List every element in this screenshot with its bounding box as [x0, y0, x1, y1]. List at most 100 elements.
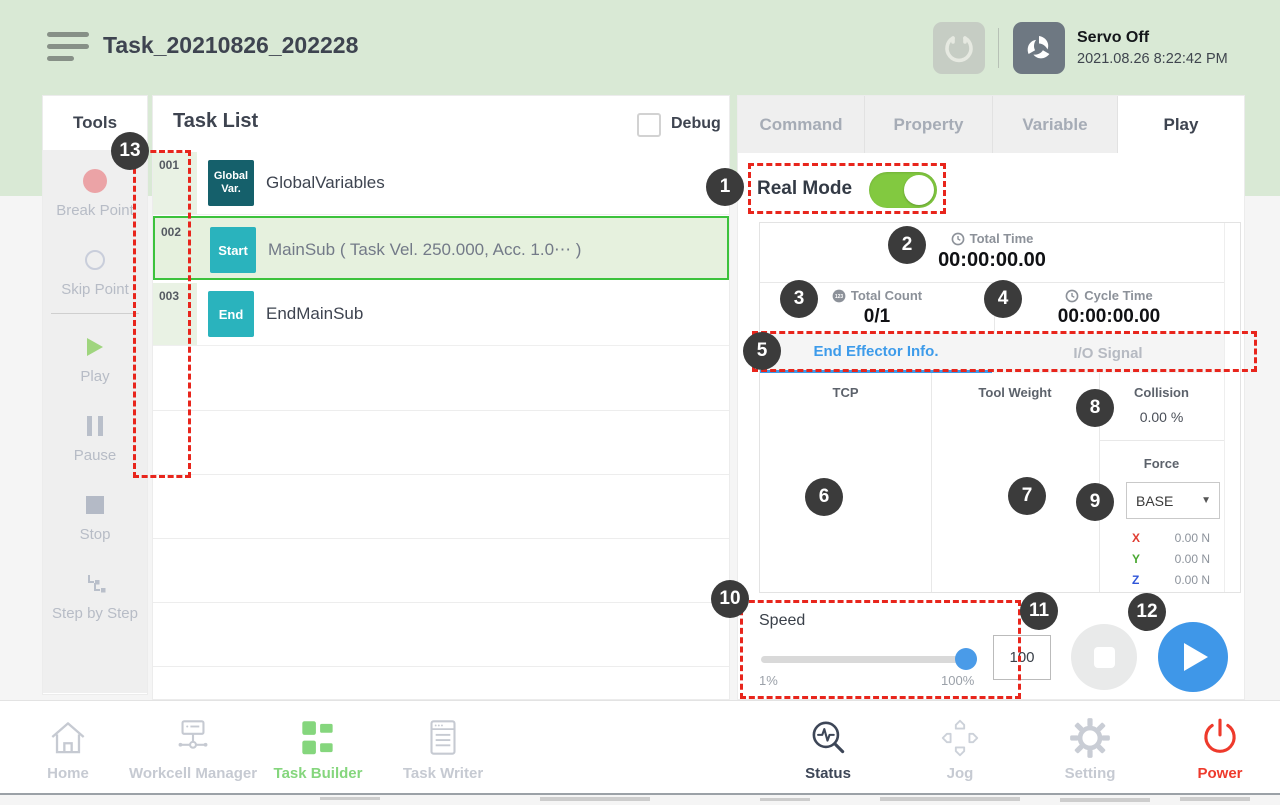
total-time-label: Total Time	[969, 231, 1034, 246]
step-by-step-button[interactable]: Step by Step	[43, 555, 147, 641]
task-row-002-selected[interactable]: 002 Start MainSub ( Task Vel. 250.000, A…	[153, 216, 729, 280]
nav-jog[interactable]: Jog	[890, 711, 1030, 782]
task-row-003[interactable]: 003 End EndMainSub	[153, 282, 729, 346]
nav-status-label: Status	[805, 765, 851, 782]
collision-force-divider	[1099, 440, 1224, 441]
debug-checkbox[interactable]	[637, 113, 661, 137]
tab-property[interactable]: Property	[865, 96, 993, 153]
speed-max-label: 100%	[941, 673, 975, 688]
header-divider	[998, 28, 999, 68]
skip-point-label: Skip Point	[61, 281, 129, 298]
skip-point-button[interactable]: Skip Point	[43, 231, 147, 307]
tools-title: Tools	[72, 113, 118, 132]
task-row-001[interactable]: 001 Global Var. GlobalVariables	[153, 151, 729, 215]
debug-label: Debug	[671, 115, 721, 132]
badge-text: Global	[213, 169, 249, 182]
play-button[interactable]	[1158, 622, 1228, 692]
nav-home[interactable]: Home	[0, 711, 138, 782]
force-frame-select[interactable]: BASE ▼	[1126, 482, 1220, 519]
header-datetime: 2021.08.26 8:22:42 PM	[1077, 51, 1228, 67]
pause-button[interactable]: Pause	[43, 397, 147, 473]
step-by-step-label: Step by Step	[52, 605, 138, 622]
annotation-badge-3: 3	[780, 280, 818, 318]
menu-icon[interactable]	[47, 32, 89, 64]
annotation-badge-9: 9	[1076, 483, 1114, 521]
nav-setting-label: Setting	[1064, 765, 1116, 782]
axis-y-label: Y	[1132, 552, 1141, 566]
task-list-header: Task List Debug	[153, 96, 729, 151]
nav-home-label: Home	[47, 765, 89, 782]
badge-text: End	[218, 306, 244, 322]
screen-artifact	[320, 797, 380, 800]
row-separator	[153, 602, 729, 603]
force-axis-z: Z 0.00 N	[1132, 573, 1210, 587]
subtab-end-effector-info[interactable]: End Effector Info.	[760, 333, 992, 373]
nav-workcell-manager-label: Workcell Manager	[128, 765, 258, 782]
menu-bar	[47, 44, 89, 49]
break-point-icon	[43, 160, 147, 202]
row-separator	[153, 474, 729, 475]
robot-reset-button[interactable]	[933, 22, 985, 74]
nav-task-builder[interactable]: Task Builder	[248, 711, 388, 782]
total-count-block: 123 Total Count 0/1	[760, 288, 994, 328]
svg-text:123: 123	[835, 294, 844, 300]
workcell-manager-icon	[123, 711, 263, 761]
real-mode-toggle[interactable]	[869, 172, 937, 208]
tools-panel: Tools Break Point Skip Point Play Pause	[42, 95, 148, 695]
annotation-badge-7: 7	[1008, 477, 1046, 515]
annotation-badge-4: 4	[984, 280, 1022, 318]
annotation-badge-10: 10	[711, 580, 749, 618]
speed-slider-track[interactable]	[761, 656, 977, 663]
jog-icon	[890, 711, 1030, 761]
nav-status[interactable]: Status	[758, 711, 898, 782]
stop-tool-label: Stop	[79, 526, 111, 543]
toggle-knob	[904, 175, 934, 205]
tools-body: Break Point Skip Point Play Pause Stop	[43, 150, 147, 693]
nav-power-label: Power	[1197, 765, 1243, 782]
stop-icon	[43, 484, 147, 526]
real-mode-label: Real Mode	[757, 178, 853, 199]
break-point-label: Break Point	[56, 202, 134, 219]
stop-button[interactable]	[1071, 624, 1137, 690]
subtab-io-signal[interactable]: I/O Signal	[1073, 344, 1143, 362]
nav-task-writer[interactable]: Task Writer	[373, 711, 513, 782]
right-tabs: Command Property Variable Play	[738, 96, 1244, 153]
stop-tool-button[interactable]: Stop	[43, 476, 147, 552]
servo-button[interactable]	[1013, 22, 1065, 74]
play-triangle-icon	[1184, 643, 1208, 671]
cycle-time-labelrow: Cycle Time	[994, 288, 1224, 303]
tab-variable[interactable]: Variable	[993, 96, 1118, 153]
tab-command[interactable]: Command	[738, 96, 865, 153]
annotation-badge-13: 13	[111, 132, 149, 170]
badge-text: Var.	[221, 183, 241, 195]
play-tool-button[interactable]: Play	[43, 318, 147, 394]
tab-play[interactable]: Play	[1118, 96, 1244, 153]
tcp-header: TCP	[832, 385, 859, 400]
cycle-time-label: Cycle Time	[1084, 288, 1153, 303]
nav-setting[interactable]: Setting	[1020, 711, 1160, 782]
speed-slider-knob[interactable]	[955, 648, 977, 670]
screen-artifact	[540, 797, 650, 801]
row-number: 001	[153, 152, 197, 214]
chevron-down-icon: ▼	[1201, 495, 1211, 506]
row-separator	[153, 410, 729, 411]
step-by-step-icon	[43, 563, 147, 605]
menu-bar	[47, 56, 74, 61]
gripper-icon	[945, 36, 973, 63]
column-divider	[931, 373, 932, 592]
bottom-nav: Home Workcell Manager	[0, 700, 1280, 793]
total-time-labelrow: Total Time	[760, 231, 1224, 246]
nav-workcell-manager[interactable]: Workcell Manager	[123, 711, 263, 782]
servo-swirl-icon	[1027, 36, 1050, 59]
speed-value-input[interactable]: 100	[993, 635, 1051, 680]
home-icon	[0, 711, 138, 761]
menu-bar	[47, 32, 89, 37]
nav-power[interactable]: Power	[1150, 711, 1280, 782]
annotation-badge-8: 8	[1076, 389, 1114, 427]
play-icon	[43, 326, 147, 368]
pause-label: Pause	[73, 447, 117, 464]
cycle-time-value: 00:00:00.00	[1057, 306, 1161, 327]
axis-x-value: 0.00 N	[1174, 531, 1210, 545]
collision-header: Collision	[1134, 385, 1189, 400]
